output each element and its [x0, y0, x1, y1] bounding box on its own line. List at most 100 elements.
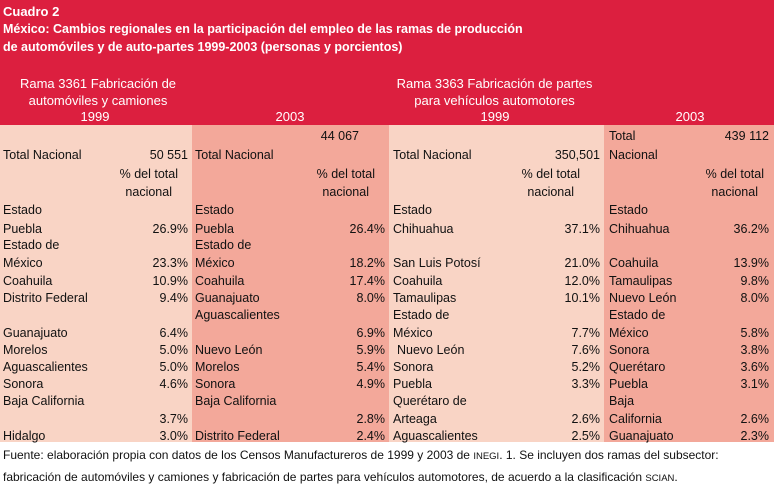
pct-header: % del total [521, 167, 580, 181]
state-value: 7.6% [571, 343, 601, 357]
estado-header: Estado [609, 203, 648, 217]
state-value: 3.7% [159, 412, 189, 426]
table-number: Cuadro 2 [3, 4, 60, 19]
state-name: Puebla [195, 222, 234, 236]
state-value: 23.3% [152, 256, 188, 270]
state-value: 5.9% [356, 343, 386, 357]
state-name: Morelos [3, 343, 48, 357]
state-name: Coahuila [609, 256, 659, 270]
state-name: Baja California [3, 394, 85, 408]
state-value: 2.5% [571, 429, 601, 443]
state-value: 8.0% [740, 291, 770, 305]
state-value: 21.0% [564, 256, 600, 270]
state-name: Sonora [195, 377, 236, 391]
state-value: 3.1% [740, 377, 770, 391]
state-value: 3.6% [740, 360, 770, 374]
state-name: Guanajuato [195, 291, 260, 305]
total-value: 50 551 [149, 148, 188, 162]
state-name: San Luis Potosí [393, 256, 481, 270]
year-heading: 1999 [480, 109, 510, 124]
estado-header: Estado [393, 203, 432, 217]
table-title-line-1: México: Cambios regionales en la partici… [3, 22, 523, 36]
pct-header: % del total [316, 167, 375, 181]
total-label: Total Nacional [393, 148, 472, 162]
pct-header: nacional [527, 185, 574, 199]
pct-header: % del total [705, 167, 764, 181]
state-name: Puebla [3, 222, 42, 236]
state-name: Chihuahua [393, 222, 454, 236]
state-value: 2.6% [740, 412, 770, 426]
column-3363-1999: Total Nacional 350,501 % del total nacio… [389, 125, 604, 443]
state-name: Estado de [609, 308, 666, 322]
state-name: Baja California [195, 394, 277, 408]
state-name: Sonora [393, 360, 434, 374]
state-name: Arteaga [393, 412, 437, 426]
state-value: 4.9% [356, 377, 386, 391]
state-name: México [195, 256, 235, 270]
state-value: 4.6% [159, 377, 189, 391]
state-name: Querétaro [609, 360, 666, 374]
state-value: 5.8% [740, 326, 770, 340]
year-heading: 1999 [80, 109, 110, 124]
state-value: 2.8% [356, 412, 386, 426]
state-value: 5.0% [159, 343, 189, 357]
state-name: Coahuila [393, 274, 443, 288]
state-value: 7.7% [571, 326, 601, 340]
total-label: Total Nacional [195, 148, 274, 162]
state-value: 6.9% [356, 326, 386, 340]
state-name: Chihuahua [609, 222, 670, 236]
pct-header: nacional [322, 185, 369, 199]
state-value: 13.9% [733, 256, 769, 270]
state-name: Sonora [609, 343, 650, 357]
state-value: 5.0% [159, 360, 189, 374]
state-name: Morelos [195, 360, 240, 374]
state-name: Sonora [3, 377, 44, 391]
pct-header: % del total [119, 167, 178, 181]
estado-header: Estado [3, 203, 42, 217]
state-value: 3.3% [571, 377, 601, 391]
year-heading: 2003 [675, 109, 705, 124]
state-value: 26.9% [152, 222, 188, 236]
total-value: 350,501 [554, 148, 600, 162]
state-name: California [609, 412, 662, 426]
state-name: Hidalgo [3, 429, 46, 443]
state-name: Guanajuato [3, 326, 68, 340]
column-3363-2003: Total 439 112 Nacional % del total nacio… [604, 125, 774, 443]
total-label: Total [609, 129, 636, 143]
state-name: Guanajuato [609, 429, 674, 443]
state-name: México [3, 256, 43, 270]
inegi-abbr: INEGI [473, 451, 500, 462]
table-header: Cuadro 2 México: Cambios regionales en l… [0, 0, 774, 125]
state-value: 9.4% [159, 291, 189, 305]
year-heading: 2003 [275, 109, 305, 124]
state-name: México [393, 326, 433, 340]
pct-header: nacional [125, 185, 172, 199]
state-name: Estado de [393, 308, 450, 322]
pct-header: nacional [711, 185, 758, 199]
state-value: 2.3% [740, 429, 770, 443]
estado-header: Estado [195, 203, 234, 217]
total-label: Nacional [609, 148, 658, 162]
state-value: 18.2% [349, 256, 385, 270]
state-name: Distrito Federal [3, 291, 88, 305]
state-name: Baja [609, 394, 635, 408]
state-name: Distrito Federal [195, 429, 280, 443]
state-value: 2.4% [356, 429, 386, 443]
state-value: 5.2% [571, 360, 601, 374]
total-value: 439 112 [724, 129, 769, 143]
state-value: 17.4% [349, 274, 385, 288]
state-name: Querétaro de [393, 394, 467, 408]
state-name: Estado de [195, 238, 252, 252]
state-value: 5.4% [356, 360, 386, 374]
state-name: Nuevo León [397, 343, 465, 357]
state-value: 10.1% [564, 291, 600, 305]
state-name: México [609, 326, 649, 340]
state-name: Nuevo León [609, 291, 677, 305]
rama-3363-heading: Rama 3363 Fabricación de partes para veh… [396, 76, 593, 108]
source-note: Fuente: elaboración propia con datos de … [3, 448, 719, 484]
state-name: Estado de [3, 238, 60, 252]
scian-abbr: SCIAN [645, 473, 675, 484]
column-3361-1999: Total Nacional 50 551 % del total nacion… [0, 125, 192, 443]
state-name: Tamaulipas [609, 274, 673, 288]
state-value: 37.1% [564, 222, 600, 236]
